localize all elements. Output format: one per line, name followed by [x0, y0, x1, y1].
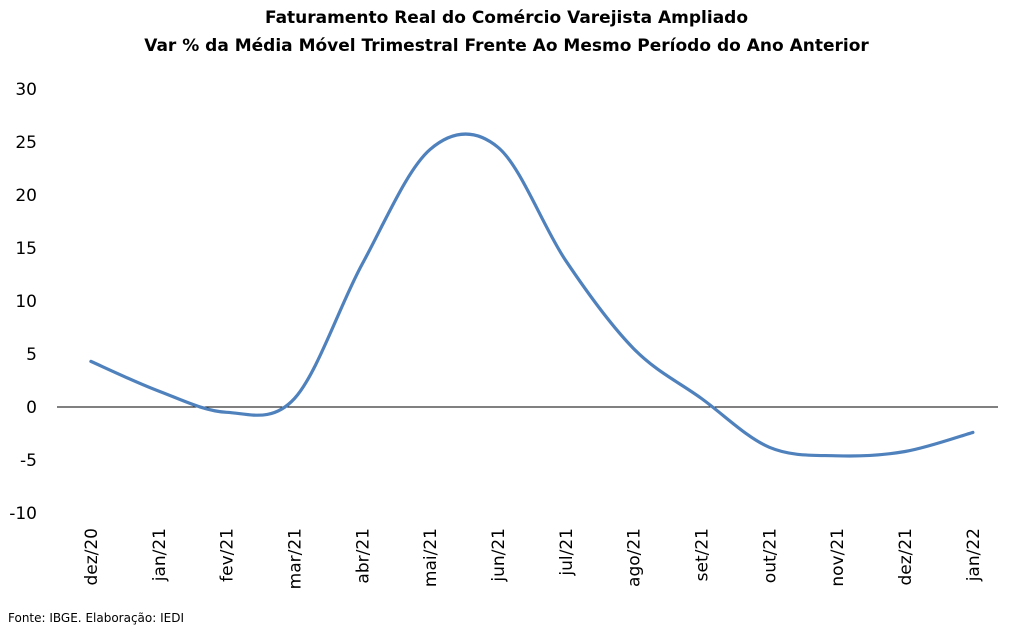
- y-tick-label: 10: [15, 292, 37, 312]
- series-line: [89, 132, 975, 458]
- x-tick-label: fev/21: [218, 528, 238, 582]
- y-tick-label: 5: [26, 345, 37, 365]
- chart-title: Faturamento Real do Comércio Varejista A…: [264, 8, 749, 28]
- y-tick-label: 15: [15, 239, 37, 259]
- y-tick-label: 25: [15, 133, 37, 153]
- y-axis: 30 25 20 15 10 5 0 -5 -10: [9, 80, 37, 524]
- x-tick-label: set/21: [693, 528, 713, 581]
- x-tick-label: jan/21: [150, 528, 170, 582]
- x-tick-label: dez/21: [896, 528, 916, 586]
- x-tick-label: nov/21: [828, 528, 848, 587]
- x-tick-label: jul/21: [557, 528, 577, 577]
- y-tick-label: -10: [9, 504, 37, 524]
- x-tick-label: dez/20: [82, 528, 102, 586]
- y-tick-label: 30: [15, 80, 37, 100]
- x-tick-label: out/21: [760, 528, 780, 583]
- line-chart: 30 25 20 15 10 5 0 -5 -10 dez/20 jan/21 fev/21 mar/…: [9, 80, 998, 589]
- x-tick-label: ago/21: [625, 528, 645, 587]
- y-tick-label: 0: [26, 398, 37, 418]
- x-tick-label: mai/21: [421, 528, 441, 587]
- x-tick-label: jan/22: [964, 528, 984, 582]
- x-tick-label: jun/21: [489, 528, 509, 583]
- x-axis: dez/20 jan/21 fev/21 mar/21 abr/21 mai/21 jun/…: [82, 528, 984, 589]
- x-tick-label: abr/21: [353, 528, 373, 584]
- y-tick-label: -5: [20, 451, 37, 471]
- y-tick-label: 20: [15, 186, 37, 206]
- source-note: Fonte: IBGE. Elaboração: IEDI: [8, 611, 185, 625]
- chart-subtitle: Var % da Média Móvel Trimestral Frente A…: [144, 36, 869, 56]
- x-tick-label: mar/21: [285, 528, 305, 589]
